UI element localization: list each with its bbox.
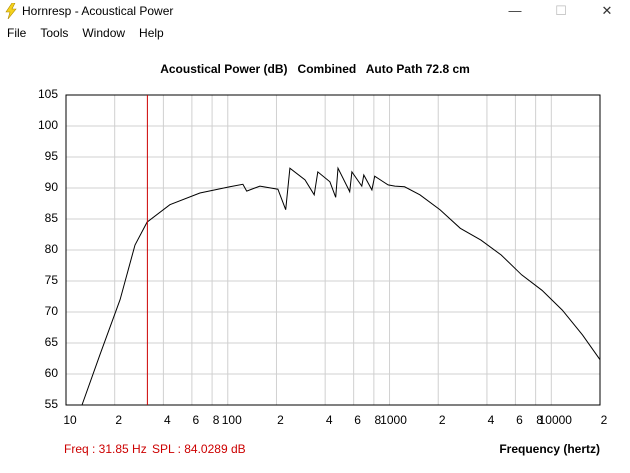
- menu-item[interactable]: Help: [139, 26, 164, 40]
- chart: Acoustical Power (dB) Combined Auto Path…: [38, 62, 608, 456]
- x-tick-label: 4: [488, 413, 495, 427]
- x-tick-label: 2: [277, 413, 284, 427]
- window-controls: — ☐ ✕: [492, 0, 630, 22]
- y-tick-label: 70: [45, 304, 59, 318]
- y-tick-label: 90: [45, 180, 59, 194]
- x-tick-label: 6: [354, 413, 361, 427]
- y-tick-label: 75: [45, 273, 59, 287]
- status-freq: Freq : 31.85 Hz: [64, 442, 147, 456]
- status-spl: SPL : 84.0289 dB: [152, 442, 246, 456]
- x-tick-label: 2: [601, 413, 608, 427]
- x-axis-label: Frequency (hertz): [499, 442, 600, 456]
- x-tick-label: 6: [516, 413, 523, 427]
- y-tick-label: 85: [45, 211, 59, 225]
- menu-bar: File Tools Window Help: [0, 22, 630, 44]
- y-tick-label: 55: [45, 397, 59, 411]
- y-tick-label: 105: [38, 87, 58, 101]
- y-tick-label: 95: [45, 149, 59, 163]
- x-tick-label: 8: [536, 413, 543, 427]
- chart-title: Acoustical Power (dB) Combined Auto Path…: [160, 62, 470, 76]
- x-tick-label: 8: [213, 413, 220, 427]
- x-tick-label: 6: [193, 413, 200, 427]
- y-tick-label: 100: [38, 118, 58, 132]
- x-tick-label: 2: [439, 413, 446, 427]
- menu-item[interactable]: Tools: [40, 26, 69, 40]
- close-button[interactable]: ✕: [601, 3, 613, 18]
- x-tick-label: 4: [164, 413, 171, 427]
- response-line: [81, 166, 601, 406]
- x-tick-label: 2: [115, 413, 122, 427]
- app-icon: [5, 3, 17, 19]
- x-tick-label: 4: [326, 413, 333, 427]
- x-tick-label: 100: [222, 413, 242, 427]
- title-bar: Hornresp - Acoustical Power: [0, 0, 630, 22]
- x-tick-label: 10: [63, 413, 77, 427]
- x-tick-label: 1000: [380, 413, 407, 427]
- maximize-button[interactable]: ☐: [555, 3, 567, 18]
- menu-item[interactable]: Window: [82, 26, 126, 40]
- minimize-button[interactable]: —: [508, 3, 522, 18]
- x-tick-label: 10000: [539, 413, 573, 427]
- y-tick-label: 65: [45, 335, 59, 349]
- x-tick-label: 8: [375, 413, 382, 427]
- window-title: Hornresp - Acoustical Power: [22, 4, 174, 18]
- y-tick-label: 60: [45, 366, 59, 380]
- plot-frame: [65, 94, 601, 406]
- y-tick-label: 80: [45, 242, 59, 256]
- menu-item[interactable]: File: [7, 26, 27, 40]
